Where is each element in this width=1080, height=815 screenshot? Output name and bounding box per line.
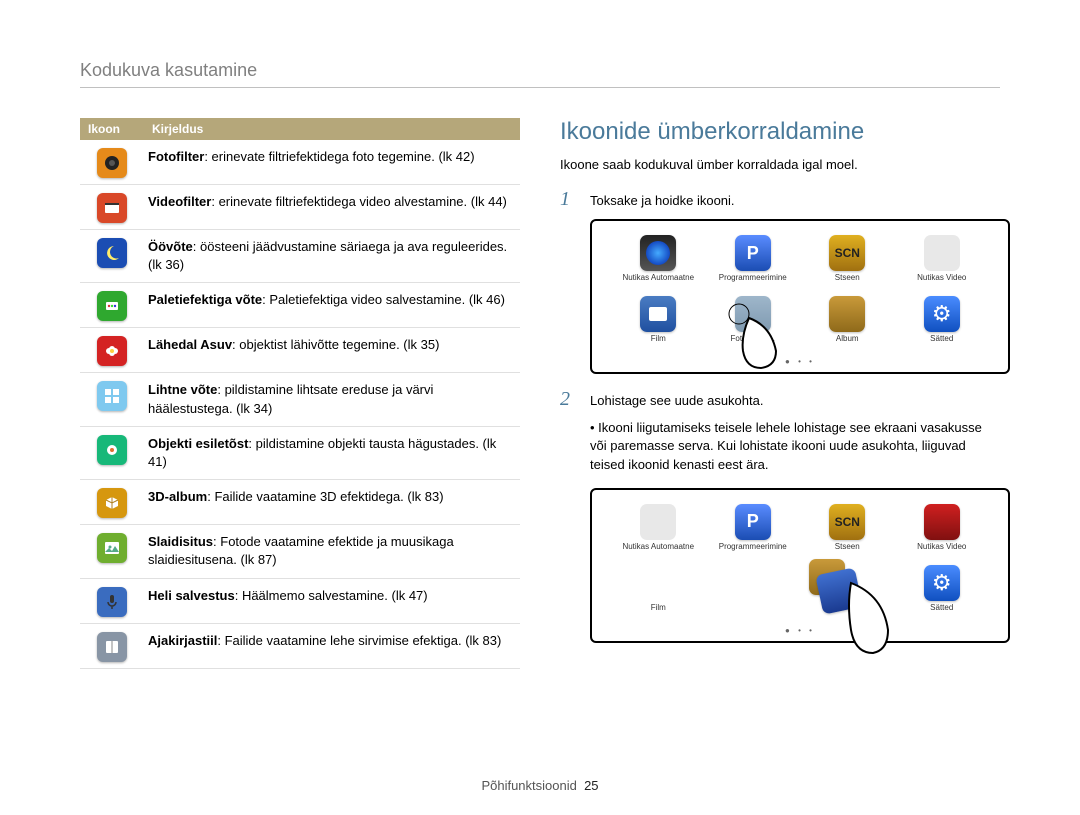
section-title: Ikoonide ümberkorraldamine (560, 118, 1000, 146)
row-desc: Slaidisitus: Fotode vaatamine efektide j… (144, 531, 520, 571)
grid-label: Nutikas Video (917, 543, 966, 559)
bullet-text: Ikooni liigutamiseks teisele lehele lohi… (590, 420, 982, 471)
grid-label: Programmeerimine (719, 274, 787, 290)
grid-label: Sätted (930, 335, 953, 351)
finger-icon (721, 296, 791, 376)
th-desc: Kirjeldus (144, 118, 520, 140)
footer-label: Põhifunktsioonid (481, 778, 576, 793)
row-icon (97, 632, 127, 662)
step-num-1: 1 (560, 188, 580, 211)
phone-screen-1: Nutikas Automaatne PProgrammeerimine SCN… (590, 219, 1010, 374)
row-desc: Ajakirjastiil: Failide vaatamine lehe si… (144, 630, 520, 652)
row-icon (97, 488, 127, 518)
row-desc: Fotofilter: erinevate filtriefektidega f… (144, 146, 520, 168)
row-desc: Paletiefektiga võte: Paletiefektiga vide… (144, 289, 520, 311)
row-icon (97, 381, 127, 411)
grid-label: Programmeerimine (719, 543, 787, 559)
table-row: Slaidisitus: Fotode vaatamine efektide j… (80, 525, 520, 578)
row-icon (97, 291, 127, 321)
row-desc: Videofilter: erinevate filtriefektidega … (144, 191, 520, 213)
grid-label: Nutikas Automaatne (622, 274, 694, 290)
phone-screen-2: Nutikas Automaatne PProgrammeerimine SCN… (590, 488, 1010, 643)
finger-drag-icon (833, 575, 903, 665)
row-desc: Lähedal Asuv: objektist lähivõtte tegemi… (144, 334, 520, 356)
row-icon (97, 238, 127, 268)
grid-label: Nutikas Video (917, 274, 966, 290)
page-dots: ● • • (616, 357, 984, 366)
table-row: Fotofilter: erinevate filtriefektidega f… (80, 140, 520, 185)
step-num-2: 2 (560, 388, 580, 411)
step-text-1: Toksake ja hoidke ikooni. (590, 192, 735, 210)
row-desc: Objekti esiletõst: pildistamine objekti … (144, 433, 520, 473)
step-1: 1 Toksake ja hoidke ikooni. (560, 188, 1000, 211)
step-2-bullet: • Ikooni liigutamiseks teisele lehele lo… (590, 419, 1000, 474)
row-icon (97, 587, 127, 617)
row-icon (97, 193, 127, 223)
step-text-2: Lohistage see uude asukohta. (590, 392, 763, 410)
page-title: Kodukuva kasutamine (80, 60, 1000, 88)
row-icon (97, 435, 127, 465)
page-number: 25 (584, 778, 598, 793)
icon-table: Ikoon Kirjeldus Fotofilter: erinevate fi… (80, 118, 520, 669)
row-icon (97, 148, 127, 178)
grid-label: Album (836, 335, 859, 351)
row-icon (97, 336, 127, 366)
table-row: Öövõte: öösteeni jäädvustamine säriaega … (80, 230, 520, 283)
page-dots: ● • • (616, 626, 984, 635)
grid-label: Sätted (930, 604, 953, 620)
table-row: Ajakirjastiil: Failide vaatamine lehe si… (80, 624, 520, 669)
row-icon (97, 533, 127, 563)
table-row: Lihtne võte: pildistamine lihtsate eredu… (80, 373, 520, 426)
grid-label: Nutikas Automaatne (622, 543, 694, 559)
row-desc: Heli salvestus: Häälmemo salvestamine. (… (144, 585, 520, 607)
grid-label: Film (651, 604, 666, 620)
table-row: 3D-album: Failide vaatamine 3D efektideg… (80, 480, 520, 525)
table-row: Objekti esiletõst: pildistamine objekti … (80, 427, 520, 480)
table-row: Heli salvestus: Häälmemo salvestamine. (… (80, 579, 520, 624)
table-row: Lähedal Asuv: objektist lähivõtte tegemi… (80, 328, 520, 373)
section-subtitle: Ikoone saab kodukuval ümber korraldada i… (560, 156, 1000, 174)
row-desc: Öövõte: öösteeni jäädvustamine säriaega … (144, 236, 520, 276)
th-icon: Ikoon (80, 118, 144, 140)
grid-label: Stseen (835, 543, 860, 559)
table-header: Ikoon Kirjeldus (80, 118, 520, 140)
table-row: Paletiefektiga võte: Paletiefektiga vide… (80, 283, 520, 328)
table-row: Videofilter: erinevate filtriefektidega … (80, 185, 520, 230)
step-2: 2 Lohistage see uude asukohta. (560, 388, 1000, 411)
row-desc: 3D-album: Failide vaatamine 3D efektideg… (144, 486, 520, 508)
grid-label: Film (651, 335, 666, 351)
page-footer: Põhifunktsioonid 25 (0, 778, 1080, 793)
row-desc: Lihtne võte: pildistamine lihtsate eredu… (144, 379, 520, 419)
grid-label: Stseen (835, 274, 860, 290)
